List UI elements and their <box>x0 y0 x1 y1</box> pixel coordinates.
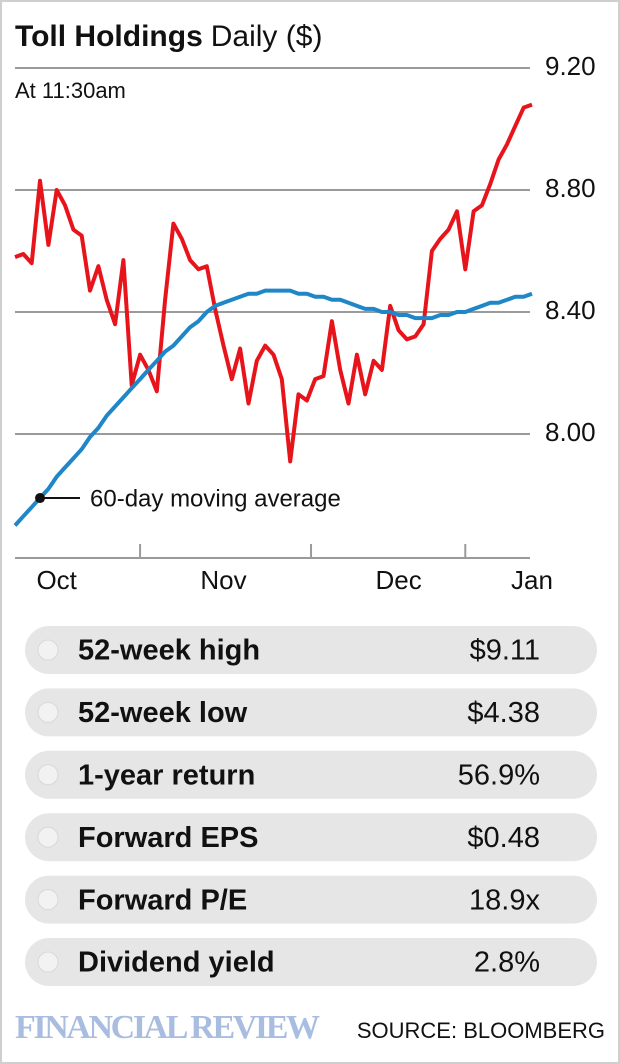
stat-value: $9.11 <box>470 635 540 667</box>
stat-label: 52-week low <box>78 697 248 729</box>
stat-value: 56.9% <box>458 759 540 791</box>
chart-title: Toll Holdings Daily ($) <box>15 20 322 53</box>
brand: FINANCIAL REVIEW <box>15 1009 320 1046</box>
stat-label: 1-year return <box>78 759 255 791</box>
y-tick-label: 8.80 <box>545 173 596 203</box>
stat-row <box>25 875 597 924</box>
stat-row <box>25 688 597 737</box>
stat-value: $4.38 <box>467 697 540 729</box>
stat-value: 18.9x <box>469 884 540 916</box>
stat-label: 52-week high <box>78 635 260 667</box>
stat-bullet <box>37 826 59 848</box>
stat-bullet <box>37 889 59 911</box>
stat-label: Dividend yield <box>78 947 275 979</box>
x-tick-label: Nov <box>200 565 246 595</box>
y-tick-label: 9.20 <box>545 51 596 81</box>
title-unit: Daily ($) <box>211 20 323 53</box>
stat-row <box>25 813 597 862</box>
annotation: 60-day moving average <box>90 485 341 512</box>
stat-bullet <box>37 764 59 786</box>
x-tick-label: Jan <box>511 565 553 595</box>
title-main: Toll Holdings <box>15 20 203 53</box>
series-line <box>13 288 533 527</box>
subtitle: At 11:30am <box>15 78 126 103</box>
stat-label: Forward P/E <box>78 884 247 916</box>
x-tick-label: Dec <box>375 565 421 595</box>
source: SOURCE: BLOOMBERG <box>357 1018 605 1043</box>
stat-bullet <box>37 701 59 723</box>
stat-bullet <box>37 951 59 973</box>
stat-row <box>25 938 597 986</box>
series-line <box>14 102 533 464</box>
y-tick-label: 8.40 <box>545 295 596 325</box>
stat-row <box>25 750 597 799</box>
y-tick-label: 8.00 <box>545 417 596 447</box>
stat-bullet <box>37 639 59 661</box>
x-tick-label: Oct <box>36 565 77 595</box>
stat-value: 2.8% <box>474 947 540 979</box>
stat-label: Forward EPS <box>78 822 259 854</box>
stat-value: $0.48 <box>467 822 540 854</box>
stat-row <box>25 626 597 674</box>
